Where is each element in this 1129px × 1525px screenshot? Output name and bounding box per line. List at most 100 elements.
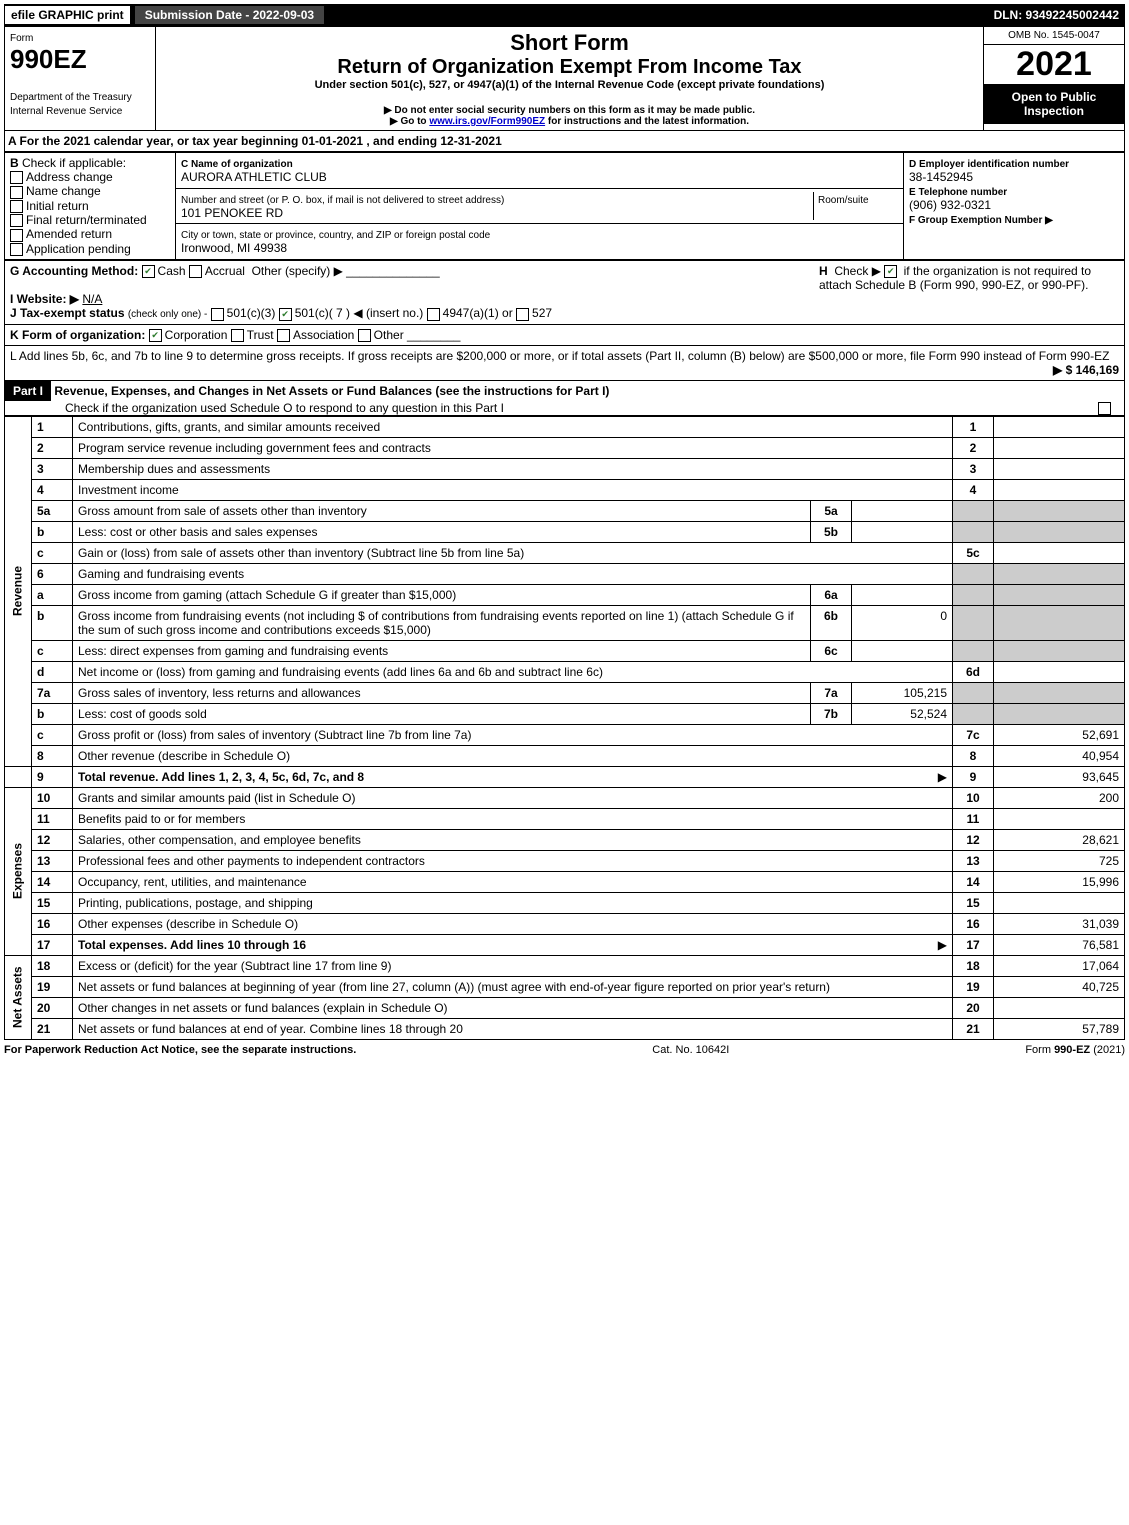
ln6a-label: Gross income from gaming (attach Schedul… [73,584,811,605]
ln7b-gray [953,703,994,724]
ln20-amt [994,997,1125,1018]
cb-schedule-b[interactable] [884,265,897,278]
ln21-label: Net assets or fund balances at end of ye… [73,1018,953,1039]
ln7a-gray2 [994,682,1125,703]
ln13-col: 13 [953,850,994,871]
website-value: N/A [82,292,102,306]
cb-accrual[interactable] [189,265,202,278]
part1-header-row: Part I Revenue, Expenses, and Changes in… [4,381,1125,416]
cb-other-org[interactable] [358,329,371,342]
ln17-arrow: ▶ [938,938,947,952]
ln2-col: 2 [953,437,994,458]
ln3-amt [994,458,1125,479]
cb-name-change[interactable] [10,186,23,199]
ln19-amt: 40,725 [994,976,1125,997]
ln20-col: 20 [953,997,994,1018]
ln6d-label: Net income or (loss) from gaming and fun… [73,661,953,682]
ln15-col: 15 [953,892,994,913]
cb-amended-return[interactable] [10,229,23,242]
ln3-label: Membership dues and assessments [73,458,953,479]
ln10-col: 10 [953,787,994,808]
footer-left: For Paperwork Reduction Act Notice, see … [4,1044,356,1056]
ln6-num: 6 [32,563,73,584]
ln7b-sub: 7b [811,703,852,724]
ln21-num: 21 [32,1018,73,1039]
ln18-amt: 17,064 [994,955,1125,976]
ln17-num: 17 [32,934,73,955]
cb-corp[interactable] [149,329,162,342]
ln7c-num: c [32,724,73,745]
ln4-amt [994,479,1125,500]
k-assoc: Association [293,328,354,342]
ln12-num: 12 [32,829,73,850]
ln1-num: 1 [32,416,73,437]
cb-trust[interactable] [231,329,244,342]
ln2-num: 2 [32,437,73,458]
ln7c-col: 7c [953,724,994,745]
ln5b-gray [953,521,994,542]
efile-print-label[interactable]: efile GRAPHIC print [4,5,131,25]
ln6c-num: c [32,640,73,661]
ln2-label: Program service revenue including govern… [73,437,953,458]
ln7c-label: Gross profit or (loss) from sales of inv… [73,724,953,745]
form-number: 990EZ [10,44,87,74]
ln5c-num: c [32,542,73,563]
ln3-num: 3 [32,458,73,479]
ln15-label: Printing, publications, postage, and shi… [73,892,953,913]
top-bar: efile GRAPHIC print Submission Date - 20… [4,4,1125,26]
ln7a-sub: 7a [811,682,852,703]
ln5b-label: Less: cost or other basis and sales expe… [73,521,811,542]
ln5c-col: 5c [953,542,994,563]
cb-527[interactable] [516,308,529,321]
ln6c-gray2 [994,640,1125,661]
ln16-col: 16 [953,913,994,934]
footer-center: Cat. No. 10642I [652,1044,729,1056]
opt-name: Name change [26,184,101,198]
cb-schedule-o[interactable] [1098,402,1111,415]
street-value: 101 PENOKEE RD [181,206,283,220]
ln6c-subamt [852,640,953,661]
subtitle: Under section 501(c), 527, or 4947(a)(1)… [161,79,978,91]
ln6b-gray2 [994,605,1125,640]
cb-assoc[interactable] [277,329,290,342]
ln4-num: 4 [32,479,73,500]
ln17-amt: 76,581 [994,934,1125,955]
j-o3: 4947(a)(1) or [443,306,513,320]
ln8-amt: 40,954 [994,745,1125,766]
ln6a-gray [953,584,994,605]
form-label: Form [10,33,33,44]
part1-title: Revenue, Expenses, and Changes in Net As… [54,384,609,398]
j-o4: 527 [532,306,552,320]
l-amount: ▶ $ 146,169 [1053,363,1119,377]
ln6b-sub: 6b [811,605,852,640]
ein-value: 38-1452945 [909,170,973,184]
city-value: Ironwood, MI 49938 [181,241,287,255]
ln1-col: 1 [953,416,994,437]
cb-501c[interactable] [279,308,292,321]
cb-final-return[interactable] [10,214,23,227]
ln7b-num: b [32,703,73,724]
ln18-num: 18 [32,955,73,976]
ln9-num: 9 [32,766,73,787]
cb-4947[interactable] [427,308,440,321]
ln6d-amt [994,661,1125,682]
tax-year: 2021 [984,45,1124,84]
opt-initial: Initial return [26,199,89,213]
header-table: Form 990EZ Department of the Treasury In… [4,26,1125,131]
section-g: G Accounting Method: Cash Accrual Other … [5,260,815,324]
cb-application-pending[interactable] [10,243,23,256]
ln14-num: 14 [32,871,73,892]
ln20-num: 20 [32,997,73,1018]
g-cash: Cash [158,264,186,278]
k-other: Other [374,328,404,342]
cb-501c3[interactable] [211,308,224,321]
cb-initial-return[interactable] [10,200,23,213]
cb-address-change[interactable] [10,171,23,184]
ln19-num: 19 [32,976,73,997]
ln5c-amt [994,542,1125,563]
irs-link[interactable]: www.irs.gov/Form990EZ [429,116,545,127]
ln18-label: Excess or (deficit) for the year (Subtra… [73,955,953,976]
ln7a-label: Gross sales of inventory, less returns a… [73,682,811,703]
cb-cash[interactable] [142,265,155,278]
ln1-label: Contributions, gifts, grants, and simila… [73,416,953,437]
